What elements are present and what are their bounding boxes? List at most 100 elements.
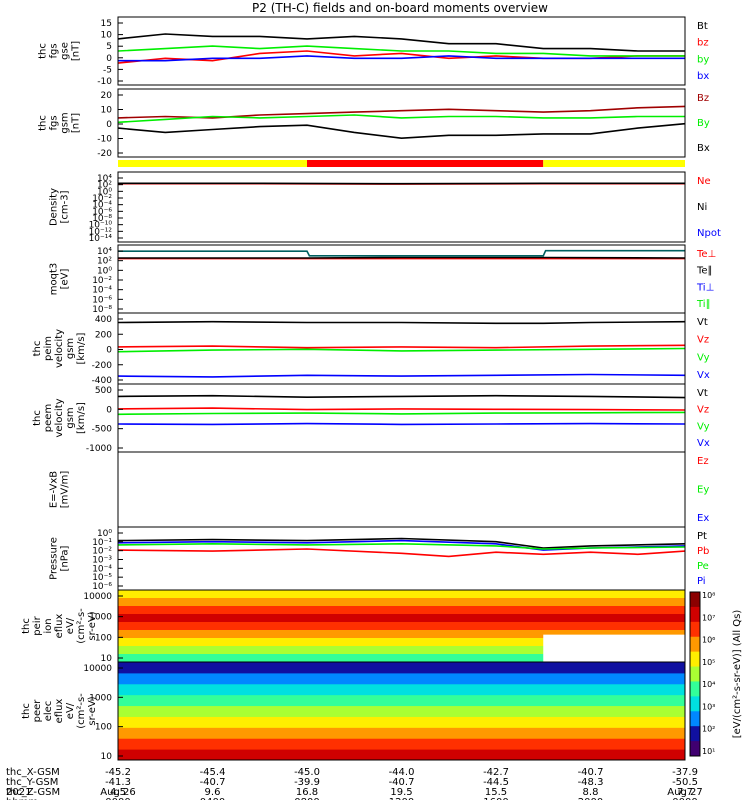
ylabel-line: thc — [38, 115, 49, 131]
y-tick-label: 10 — [101, 31, 113, 41]
panel-ylabel: thcfgsgsm[nT] — [38, 112, 82, 133]
y-tick-label: 10⁻² — [92, 276, 112, 286]
legend-vt: Vt — [697, 317, 708, 328]
panel-ylabel: Pressure[nPa] — [49, 537, 71, 580]
colorbar-tick-label: 10⁶ — [702, 636, 715, 645]
ylabel-line: [nPa] — [60, 545, 71, 571]
legend-bz: bz — [697, 38, 709, 49]
y-tick-label: 1000 — [89, 693, 112, 703]
panel-frame — [118, 452, 685, 527]
ylabel-line: eflux — [54, 614, 65, 639]
ylabel-line: Density — [49, 188, 60, 226]
legend-npot: Npot — [697, 228, 721, 239]
panel-ylabel: moqt3[eV] — [49, 263, 71, 296]
y-tick-label: 20 — [101, 91, 113, 101]
legend-pi: Pi — [697, 576, 706, 587]
legend-ex: Ex — [697, 513, 709, 524]
ylabel-line: gsm — [65, 338, 76, 359]
y-tick-label: 100 — [95, 633, 112, 643]
y-tick-label: 10⁻⁴ — [92, 286, 112, 296]
y-tick-label: -10 — [97, 77, 112, 87]
panel-ylabel: thcpeimvelocitygsm[km/s] — [32, 329, 87, 368]
ylabel-line: [nT] — [71, 113, 82, 133]
y-tick-label: -1000 — [86, 444, 112, 454]
ylabel-line: eV/ — [65, 702, 76, 719]
spectrogram-band — [118, 684, 685, 695]
y-tick-label: 10² — [97, 257, 112, 267]
series-bt — [118, 34, 685, 51]
legend-ez: Ez — [697, 456, 709, 467]
ylabel-line: fgs — [49, 115, 60, 130]
legend-vx: Vx — [697, 370, 710, 381]
series-bz — [118, 51, 685, 63]
mode-strip-yellow — [543, 160, 685, 167]
series-bx — [118, 124, 685, 139]
panel-frame — [118, 89, 685, 157]
ylabel-line: velocity — [54, 398, 65, 437]
legend-vz: Vz — [697, 335, 709, 346]
panel-ylabel: thcpeirionefluxeV/(cm²-s-sr-eV) — [21, 608, 98, 644]
y-tick-label: 500 — [95, 386, 112, 396]
y-tick-label: -20 — [97, 149, 112, 159]
series-bz — [118, 106, 685, 118]
y-tick-label: 10⁴ — [97, 247, 112, 257]
y-tick-label: 10000 — [83, 664, 112, 674]
x-axis-end-date: Aug 27 — [667, 787, 702, 798]
y-tick-label: 0 — [106, 120, 112, 130]
spectrogram-band — [118, 614, 685, 623]
panel-frame — [118, 527, 685, 590]
y-tick-label: 5 — [106, 42, 112, 52]
ylabel-line: Pressure — [49, 537, 60, 580]
ylabel-line: (cm²-s- — [76, 693, 87, 729]
colorbar-band — [690, 652, 700, 667]
panel-peer: thcpeerelecefluxeV/(cm²-s-sr-eV) — [21, 662, 685, 761]
series-by — [118, 46, 685, 56]
colorbar-tick-label: 10⁸ — [702, 591, 715, 600]
ylabel-line: peem — [43, 404, 54, 432]
legend-vy: Vy — [697, 421, 710, 432]
spectrogram-band — [118, 738, 685, 749]
spectrogram-band — [118, 727, 685, 738]
spectrogram-band — [118, 622, 685, 631]
panel-ylabel: Density[cm-3] — [49, 188, 71, 226]
legend-pt: Pt — [697, 531, 707, 542]
series-vz — [118, 345, 685, 347]
panel-density: Density[cm-3] — [49, 172, 686, 242]
spectrogram-band — [118, 662, 685, 673]
panel-fgs_gsm: thcfgsgsm[nT] — [38, 89, 686, 157]
colorbar-band — [690, 726, 700, 741]
ylabel-line: thc — [32, 341, 43, 357]
panel-temp: moqt3[eV] — [49, 245, 686, 313]
legend-bt: Bt — [697, 21, 708, 32]
y-tick-label: 10 — [101, 106, 113, 116]
spectrogram-band — [118, 673, 685, 684]
panel-ylabel: thcpeerelecefluxeV/(cm²-s-sr-eV) — [21, 693, 98, 729]
x-axis-start-date: Aug 26 — [100, 787, 135, 798]
series-pb — [118, 549, 685, 556]
colorbar-band — [690, 667, 700, 682]
colorbar-band — [690, 696, 700, 711]
y-tick-label: 10⁻⁸ — [92, 305, 112, 315]
y-tick-label: 15 — [101, 19, 112, 29]
series-vt — [118, 322, 685, 324]
legend-ti∥: Ti∥ — [696, 299, 711, 310]
colorbar-tick-label: 10⁴ — [702, 680, 715, 689]
ylabel-line: thc — [21, 618, 32, 634]
ylabel-line: ion — [43, 618, 54, 633]
ylabel-line: peim — [43, 336, 54, 361]
colorbar-band — [690, 637, 700, 652]
y-tick-label: -400 — [92, 376, 113, 386]
colorbar-tick-label: 10³ — [702, 702, 715, 711]
y-tick-label: -200 — [92, 361, 113, 371]
colorbar-tick-label: 10¹ — [702, 747, 715, 756]
y-tick-label: 10⁻⁶ — [92, 582, 112, 592]
legend-by: By — [697, 118, 710, 129]
y-tick-label: 10000 — [83, 592, 112, 602]
y-tick-label: 10⁰ — [97, 266, 112, 276]
ylabel-line: thc — [32, 410, 43, 426]
panel-frame — [118, 384, 685, 452]
series-vz — [118, 408, 685, 410]
panel-peim: thcpeimvelocitygsm[km/s] — [32, 313, 685, 384]
colorbar-tick-label: 10² — [702, 725, 715, 734]
